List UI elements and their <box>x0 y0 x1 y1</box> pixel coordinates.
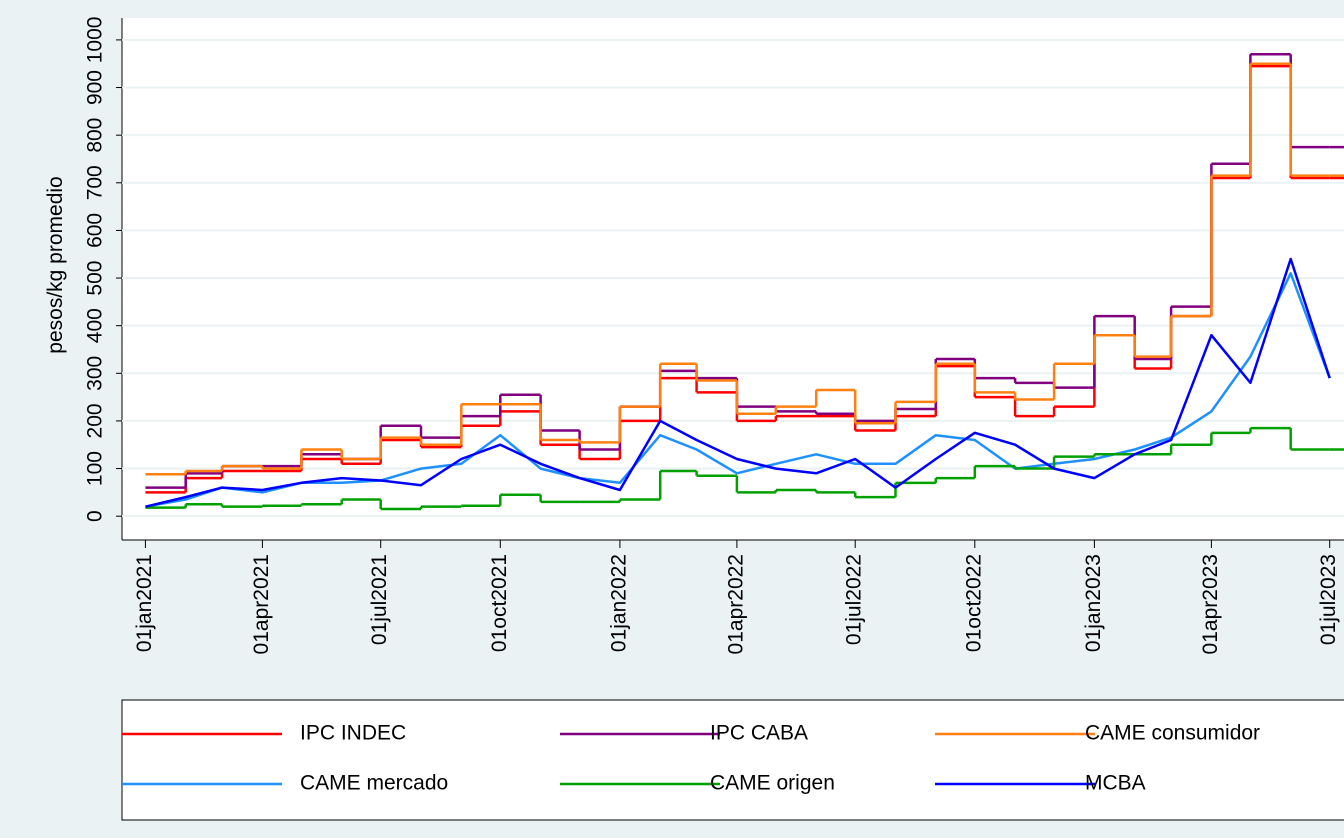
y-tick-label: 1000 <box>84 17 107 64</box>
y-tick-label: 600 <box>84 213 107 248</box>
series-line <box>145 272 1331 508</box>
y-tick-label: 400 <box>84 308 107 343</box>
legend-box <box>121 699 1344 821</box>
y-tick-label: 100 <box>84 451 107 486</box>
y-tick-label: 700 <box>84 165 107 200</box>
y-tick-label: 300 <box>84 356 107 391</box>
y-tick-label: 900 <box>84 70 107 105</box>
x-tick-label: 01jul2022 <box>843 554 866 645</box>
x-tick-label: 01oct2021 <box>488 554 511 652</box>
x-tick-label: 01jan2023 <box>1082 554 1105 652</box>
y-tick-label: 500 <box>84 261 107 296</box>
series-layer <box>145 52 1344 511</box>
legend-label: MCBA <box>1085 772 1146 795</box>
series-line <box>145 257 1331 508</box>
y-tick-label: 800 <box>84 118 107 153</box>
legend-label: CAME consumidor <box>1085 722 1260 745</box>
y-tick-label: 0 <box>84 510 107 522</box>
legend-label: IPC INDEC <box>300 722 406 745</box>
legend-label: CAME mercado <box>300 772 448 795</box>
legend-label: IPC CABA <box>710 722 808 745</box>
legend-label: CAME origen <box>710 772 835 795</box>
x-tick-label: 01jan2022 <box>607 554 630 652</box>
y-tick-label: 200 <box>84 403 107 438</box>
x-tick-label: 01apr2023 <box>1199 554 1222 654</box>
y-axis-title: pesos/kg promedio <box>44 176 67 353</box>
x-tick-label: 01jul2021 <box>368 554 391 645</box>
x-tick-label: 01oct2022 <box>962 554 985 652</box>
x-tick-label: 01jan2021 <box>133 554 156 652</box>
x-tick-label: 01apr2022 <box>724 554 747 654</box>
x-tick-label: 01jul2023 <box>1317 554 1340 645</box>
x-tick-label: 01apr2021 <box>250 554 273 654</box>
